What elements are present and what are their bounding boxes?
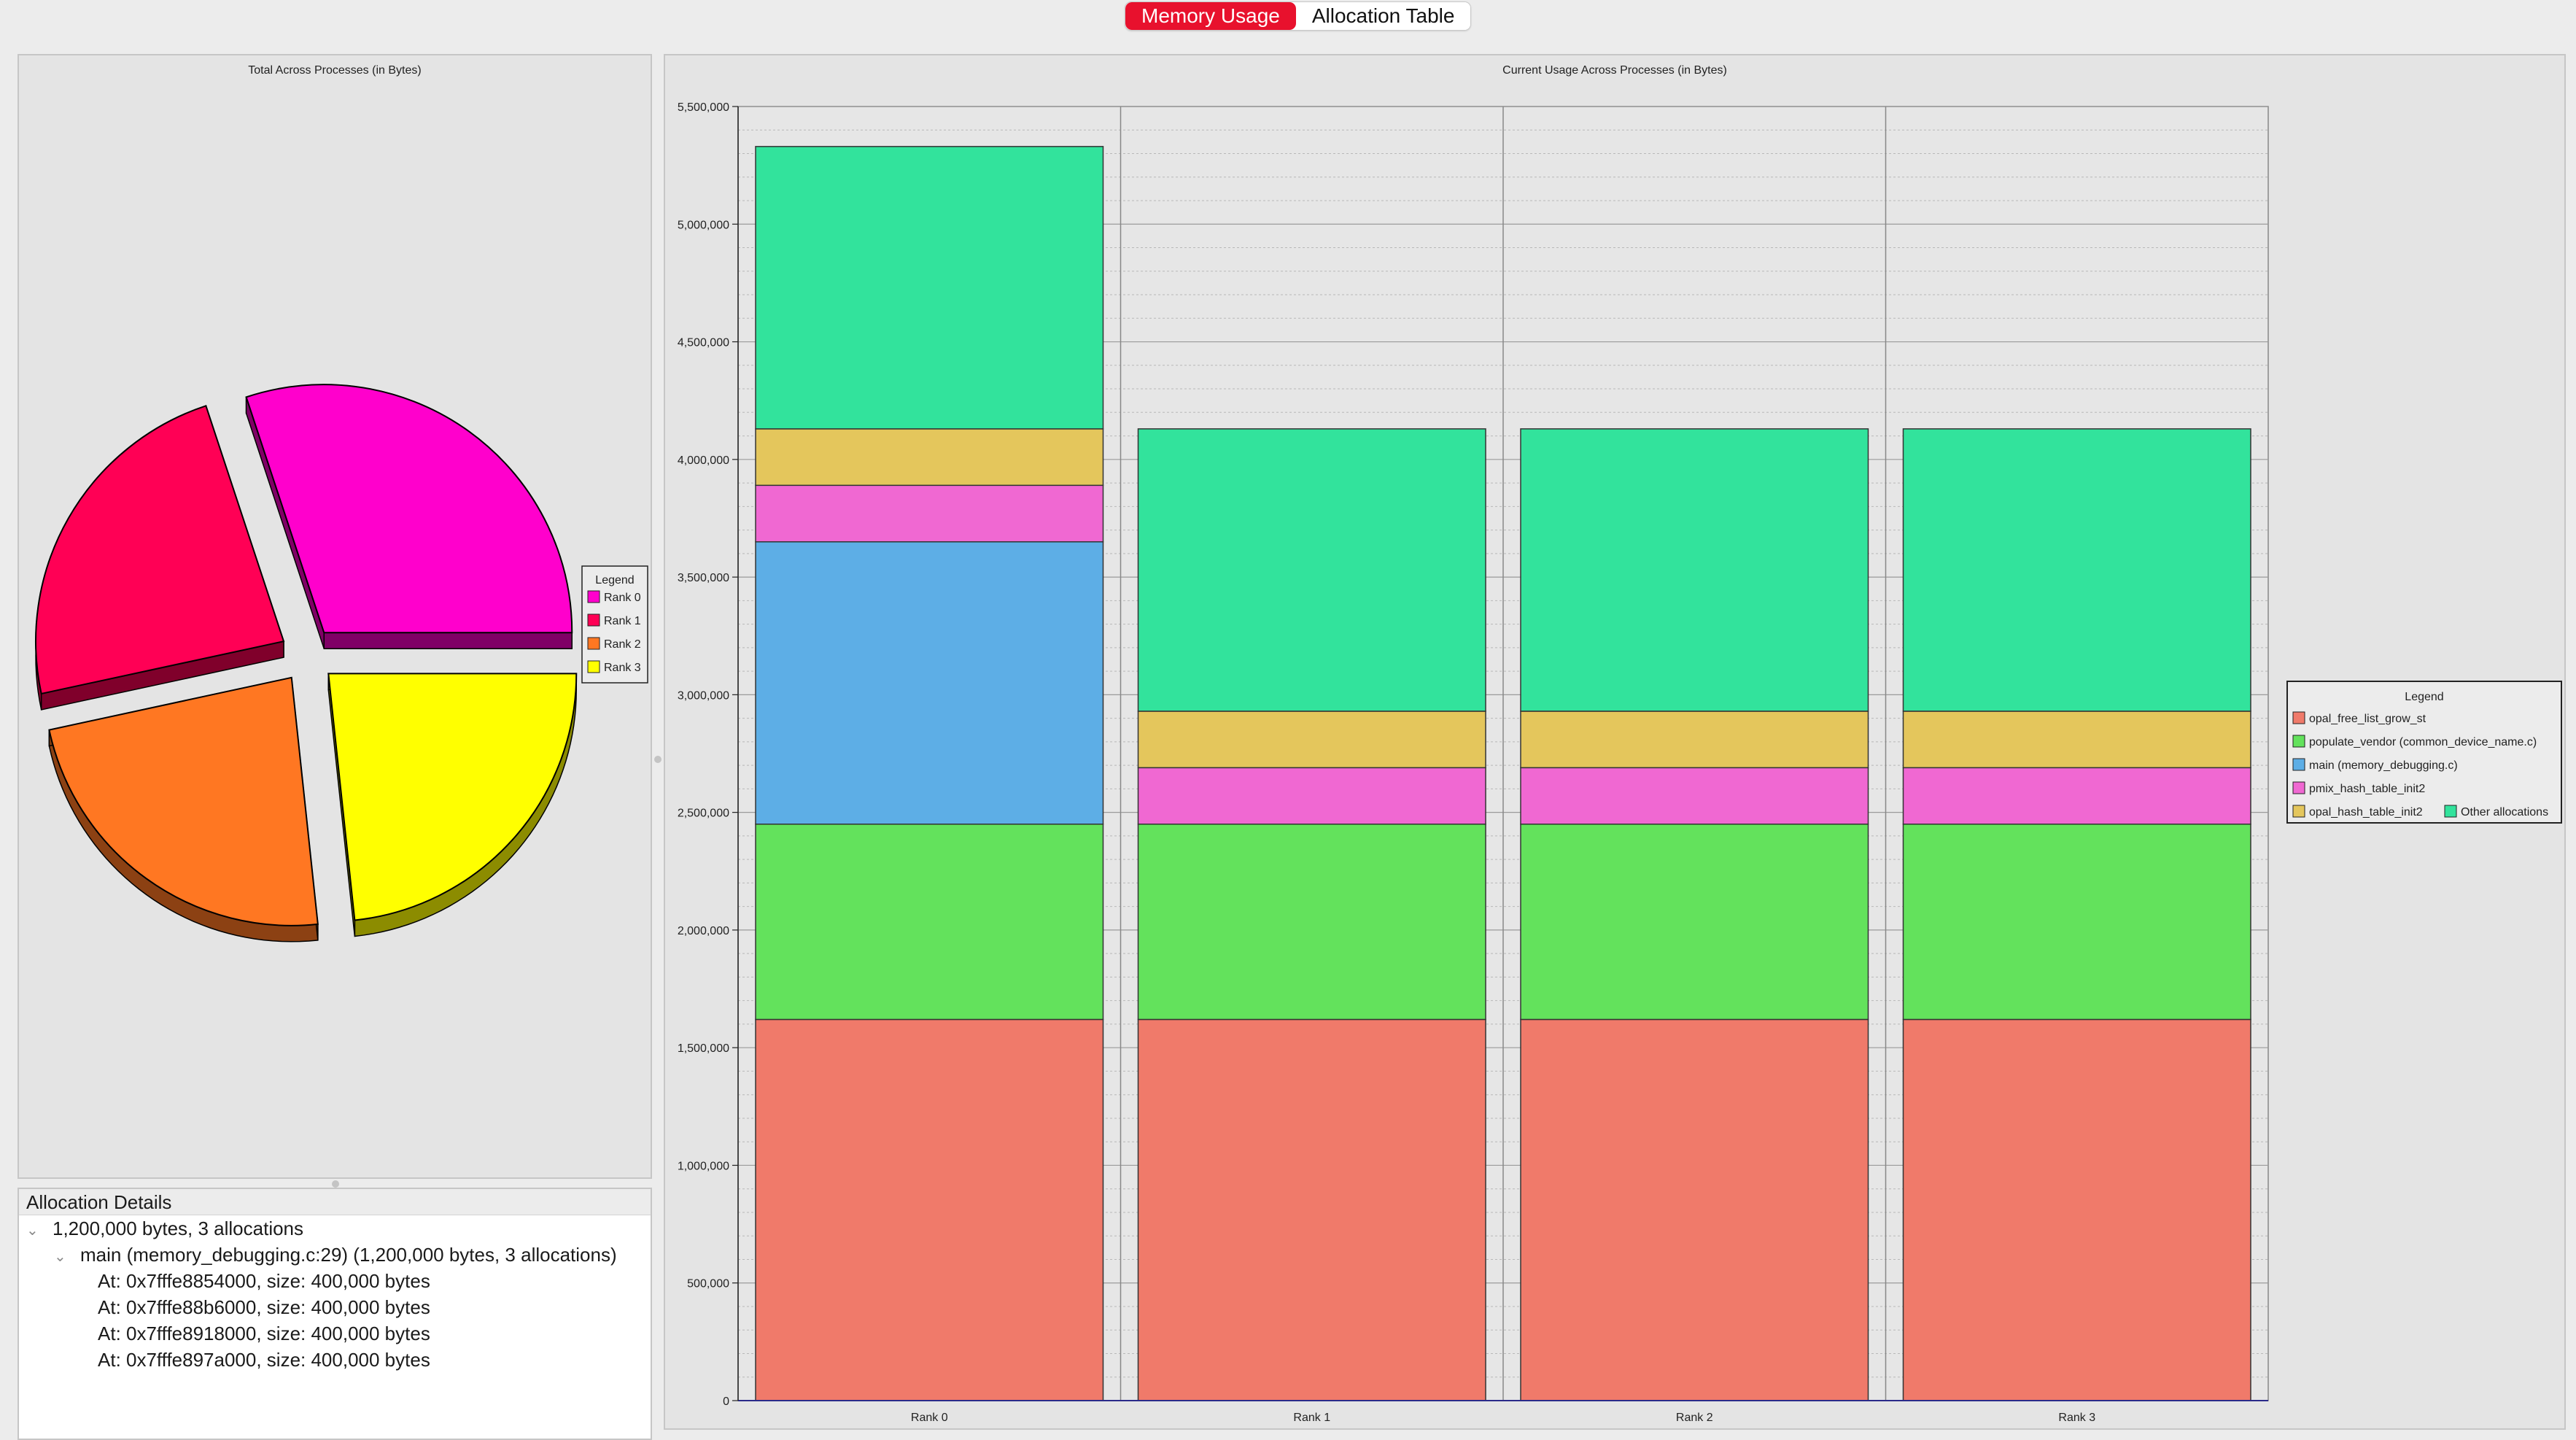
- pie-legend-label: Rank 3: [604, 662, 641, 674]
- tab-allocation-table[interactable]: Allocation Table: [1295, 2, 1471, 30]
- tab-memory-usage[interactable]: Memory Usage: [1125, 2, 1296, 30]
- allocation-details-panel: Allocation Details ⌄ 1,200,000 bytes, 3 a…: [18, 1188, 652, 1440]
- tree-item-label: main (memory_debugging.c:29) (1,200,000 …: [80, 1244, 617, 1266]
- x-tick-label: Rank 2: [1676, 1412, 1713, 1424]
- x-tick-label: Rank 3: [2058, 1412, 2095, 1424]
- pie-legend-label: Rank 2: [604, 638, 641, 651]
- legend-swatch: [2292, 711, 2305, 724]
- legend-swatch: [587, 660, 600, 673]
- y-tick-label: 0: [723, 1396, 729, 1408]
- bar-segment[interactable]: [1902, 428, 2251, 712]
- bar-segment[interactable]: [755, 428, 1104, 487]
- pie-slice-wall: [323, 632, 573, 649]
- vertical-splitter-handle[interactable]: [654, 756, 662, 763]
- tree-leaf[interactable]: At: 0x7fffe8918000, size: 400,000 bytes: [19, 1320, 651, 1347]
- bar-legend: [2286, 681, 2562, 824]
- y-tick-label: 2,500,000: [678, 808, 729, 820]
- y-tick-label: 4,000,000: [678, 454, 729, 467]
- pie-chart: Legend Rank 0 Rank 1 Rank 2 Rank 3: [35, 384, 648, 942]
- x-tick-label: Rank 0: [911, 1412, 948, 1424]
- horizontal-splitter-handle[interactable]: [332, 1180, 339, 1188]
- bar-legend-label: Other allocations: [2461, 806, 2548, 818]
- bar-legend-label: main (memory_debugging.c): [2309, 759, 2458, 772]
- pie-legend-label: Rank 1: [604, 615, 641, 627]
- tree-node[interactable]: ⌄ 1,200,000 bytes, 3 allocations: [19, 1215, 651, 1242]
- bar-segment[interactable]: [755, 1018, 1104, 1401]
- y-tick-label: 5,500,000: [678, 101, 729, 114]
- tree-item-label: At: 0x7fffe88b6000, size: 400,000 bytes: [98, 1296, 430, 1318]
- tree-leaf[interactable]: At: 0x7fffe8854000, size: 400,000 bytes: [19, 1268, 651, 1294]
- pie-slice-rank-1[interactable]: [35, 405, 285, 695]
- tree-item-label: At: 0x7fffe8854000, size: 400,000 bytes: [98, 1270, 430, 1292]
- bar-legend-label: pmix_hash_table_init2: [2309, 783, 2425, 795]
- legend-swatch: [2292, 781, 2305, 794]
- y-tick-label: 1,000,000: [678, 1160, 729, 1172]
- bar-segment[interactable]: [1137, 767, 1486, 825]
- bar-segment[interactable]: [1520, 428, 1869, 712]
- chevron-down-icon[interactable]: ⌄: [26, 1223, 39, 1239]
- legend-swatch: [2292, 805, 2305, 818]
- bar-segment[interactable]: [755, 146, 1104, 430]
- bar-segment[interactable]: [1902, 824, 2251, 1021]
- bar-segment[interactable]: [1902, 1018, 2251, 1401]
- y-tick-label: 4,500,000: [678, 337, 729, 349]
- bar-segment[interactable]: [1520, 1018, 1869, 1401]
- pie-slice-rank-2[interactable]: [48, 676, 319, 926]
- bar-segment[interactable]: [1902, 711, 2251, 769]
- x-tick-label: Rank 1: [1293, 1412, 1330, 1424]
- legend-swatch: [587, 613, 600, 627]
- y-tick-label: 3,000,000: [678, 689, 729, 702]
- pie-legend-label: Rank 0: [604, 592, 641, 604]
- tree-item-label: At: 0x7fffe8918000, size: 400,000 bytes: [98, 1323, 430, 1344]
- bar-legend-label: populate_vendor (common_device_name.c): [2309, 736, 2537, 748]
- bar-segment[interactable]: [1902, 767, 2251, 825]
- y-tick-label: 500,000: [687, 1278, 729, 1290]
- y-tick-label: 2,000,000: [678, 925, 729, 937]
- legend-swatch: [587, 637, 600, 650]
- legend-swatch: [2444, 805, 2457, 818]
- pie-chart-title: Total Across Processes (in Bytes): [248, 64, 422, 77]
- tree-item-label: 1,200,000 bytes, 3 allocations: [53, 1218, 304, 1239]
- bar-segment[interactable]: [1137, 711, 1486, 769]
- stacked-bar-chart: 0 500,000 1,000,000 1,500,000 2,000,000 2,500…: [678, 101, 2562, 1424]
- legend-swatch: [2292, 758, 2305, 771]
- allocation-details-header: Allocation Details: [19, 1189, 651, 1215]
- bar-legend-label: opal_hash_table_init2: [2309, 806, 2423, 818]
- bar-chart-title: Current Usage Across Processes (in Bytes…: [1502, 64, 1727, 77]
- bar-segment[interactable]: [755, 824, 1104, 1021]
- pie-slice-rank-0[interactable]: [245, 384, 573, 634]
- tree-node[interactable]: ⌄ main (memory_debugging.c:29) (1,200,000…: [19, 1242, 651, 1268]
- pie-legend-title: Legend: [595, 574, 634, 587]
- bar-segment[interactable]: [1520, 711, 1869, 769]
- tree-leaf[interactable]: At: 0x7fffe88b6000, size: 400,000 bytes: [19, 1294, 651, 1320]
- pie-slice-rank-3[interactable]: [327, 673, 578, 921]
- pie-chart-panel: Total Across Processes (in Bytes) Legend…: [18, 54, 652, 1179]
- bar-segment[interactable]: [1520, 767, 1869, 825]
- chevron-down-icon[interactable]: ⌄: [54, 1249, 66, 1265]
- bar-legend-title: Legend: [2405, 691, 2443, 703]
- bar-legend-label: opal_free_list_grow_st: [2309, 713, 2426, 725]
- y-tick-label: 5,000,000: [678, 219, 729, 231]
- tree-item-label: At: 0x7fffe897a000, size: 400,000 bytes: [98, 1349, 430, 1371]
- allocation-tree: ⌄ 1,200,000 bytes, 3 allocations ⌄ main (me…: [19, 1215, 651, 1373]
- y-tick-label: 3,500,000: [678, 572, 729, 584]
- bar-segment[interactable]: [1520, 824, 1869, 1021]
- legend-swatch: [587, 590, 600, 603]
- tree-leaf[interactable]: At: 0x7fffe897a000, size: 400,000 bytes: [19, 1347, 651, 1373]
- y-tick-label: 1,500,000: [678, 1042, 729, 1055]
- bar-segment[interactable]: [755, 484, 1104, 543]
- bar-segment[interactable]: [755, 541, 1104, 825]
- legend-swatch: [2292, 735, 2305, 748]
- bar-segment[interactable]: [1137, 1018, 1486, 1401]
- view-tabs: Memory Usage Allocation Table: [1125, 1, 1472, 31]
- bar-chart-panel: Current Usage Across Processes (in Bytes…: [664, 54, 2566, 1430]
- bar-segment[interactable]: [1137, 428, 1486, 712]
- bar-segment[interactable]: [1137, 824, 1486, 1021]
